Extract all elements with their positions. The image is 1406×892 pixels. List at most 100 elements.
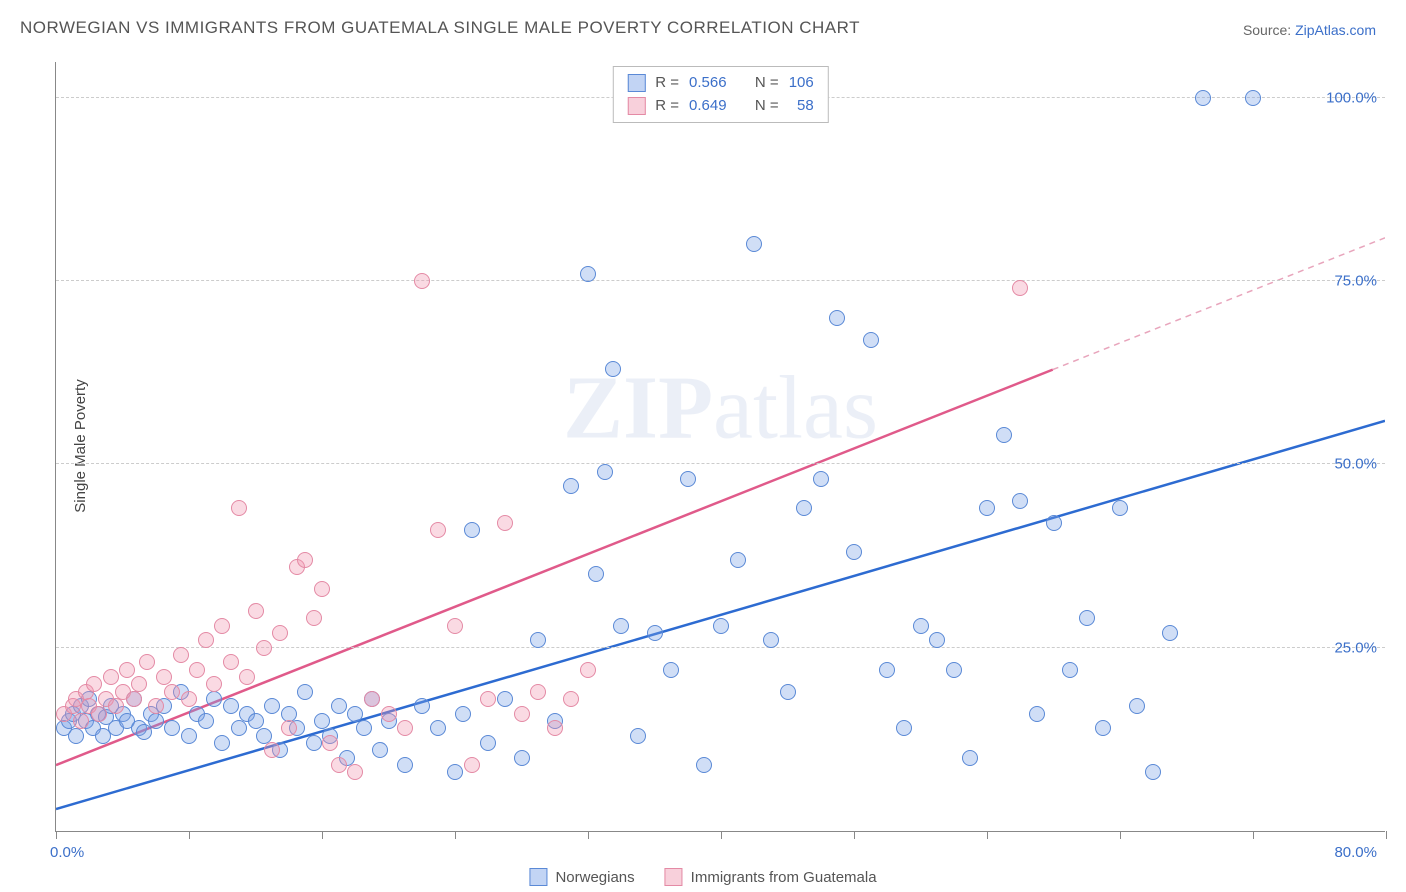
point-norwegians <box>223 698 239 714</box>
gridline <box>56 463 1385 464</box>
point-norwegians <box>414 698 430 714</box>
point-norwegians <box>1079 610 1095 626</box>
point-norwegians <box>663 662 679 678</box>
point-guatemala <box>464 757 480 773</box>
point-norwegians <box>913 618 929 634</box>
r-value-guatemala: 0.649 <box>689 95 727 118</box>
point-norwegians <box>1162 625 1178 641</box>
point-norwegians <box>164 720 180 736</box>
point-norwegians <box>480 735 496 751</box>
point-norwegians <box>979 500 995 516</box>
x-tick <box>189 831 190 839</box>
r-label: R = <box>655 95 679 118</box>
point-norwegians <box>1245 90 1261 106</box>
swatch <box>529 868 547 886</box>
point-guatemala <box>480 691 496 707</box>
point-norwegians <box>796 500 812 516</box>
point-guatemala <box>103 669 119 685</box>
point-norwegians <box>497 691 513 707</box>
point-norwegians <box>256 728 272 744</box>
point-norwegians <box>347 706 363 722</box>
y-tick-label: 100.0% <box>1326 89 1377 106</box>
point-guatemala <box>119 662 135 678</box>
point-guatemala <box>322 735 338 751</box>
point-norwegians <box>314 713 330 729</box>
point-norwegians <box>248 713 264 729</box>
point-guatemala <box>430 522 446 538</box>
point-norwegians <box>331 698 347 714</box>
point-norwegians <box>946 662 962 678</box>
point-guatemala <box>297 552 313 568</box>
point-guatemala <box>148 698 164 714</box>
x-axis-min-label: 0.0% <box>50 844 84 861</box>
point-norwegians <box>1046 515 1062 531</box>
point-guatemala <box>198 632 214 648</box>
point-norwegians <box>231 720 247 736</box>
r-label: R = <box>655 72 679 95</box>
point-norwegians <box>630 728 646 744</box>
point-norwegians <box>563 478 579 494</box>
point-guatemala <box>497 515 513 531</box>
scatter-plot: ZIPatlas R = 0.566 N = 106 R = 0.649 N =… <box>55 62 1385 832</box>
n-value-norwegians: 106 <box>789 72 814 95</box>
point-guatemala <box>256 640 272 656</box>
legend-label: Norwegians <box>555 869 634 886</box>
point-guatemala <box>139 654 155 670</box>
point-guatemala <box>281 720 297 736</box>
point-norwegians <box>647 625 663 641</box>
point-norwegians <box>514 750 530 766</box>
point-norwegians <box>281 706 297 722</box>
swatch-guatemala <box>627 97 645 115</box>
point-norwegians <box>214 735 230 751</box>
legend-label: Immigrants from Guatemala <box>691 869 877 886</box>
point-norwegians <box>1062 662 1078 678</box>
point-guatemala <box>314 581 330 597</box>
point-guatemala <box>447 618 463 634</box>
point-guatemala <box>239 669 255 685</box>
point-norwegians <box>763 632 779 648</box>
x-tick <box>56 831 57 839</box>
point-norwegians <box>530 632 546 648</box>
point-norwegians <box>696 757 712 773</box>
point-norwegians <box>846 544 862 560</box>
gridline <box>56 280 1385 281</box>
point-norwegians <box>996 427 1012 443</box>
point-norwegians <box>746 236 762 252</box>
point-norwegians <box>372 742 388 758</box>
point-guatemala <box>530 684 546 700</box>
point-norwegians <box>962 750 978 766</box>
point-guatemala <box>108 698 124 714</box>
x-tick <box>987 831 988 839</box>
point-norwegians <box>1095 720 1111 736</box>
point-guatemala <box>514 706 530 722</box>
point-guatemala <box>223 654 239 670</box>
x-tick <box>322 831 323 839</box>
point-guatemala <box>580 662 596 678</box>
point-norwegians <box>605 361 621 377</box>
point-norwegians <box>430 720 446 736</box>
point-norwegians <box>1145 764 1161 780</box>
point-norwegians <box>879 662 895 678</box>
point-norwegians <box>148 713 164 729</box>
point-norwegians <box>68 728 84 744</box>
point-guatemala <box>86 676 102 692</box>
point-guatemala <box>131 676 147 692</box>
point-norwegians <box>713 618 729 634</box>
point-norwegians <box>455 706 471 722</box>
point-norwegians <box>1112 500 1128 516</box>
source-attribution: Source: ZipAtlas.com <box>1243 22 1376 38</box>
x-axis-max-label: 80.0% <box>1334 844 1377 861</box>
point-guatemala <box>397 720 413 736</box>
point-guatemala <box>347 764 363 780</box>
point-norwegians <box>264 698 280 714</box>
point-norwegians <box>306 735 322 751</box>
point-norwegians <box>1129 698 1145 714</box>
swatch <box>665 868 683 886</box>
point-guatemala <box>214 618 230 634</box>
point-guatemala <box>272 625 288 641</box>
x-tick <box>721 831 722 839</box>
point-norwegians <box>464 522 480 538</box>
source-link[interactable]: ZipAtlas.com <box>1295 22 1376 38</box>
point-guatemala <box>156 669 172 685</box>
x-tick <box>1120 831 1121 839</box>
